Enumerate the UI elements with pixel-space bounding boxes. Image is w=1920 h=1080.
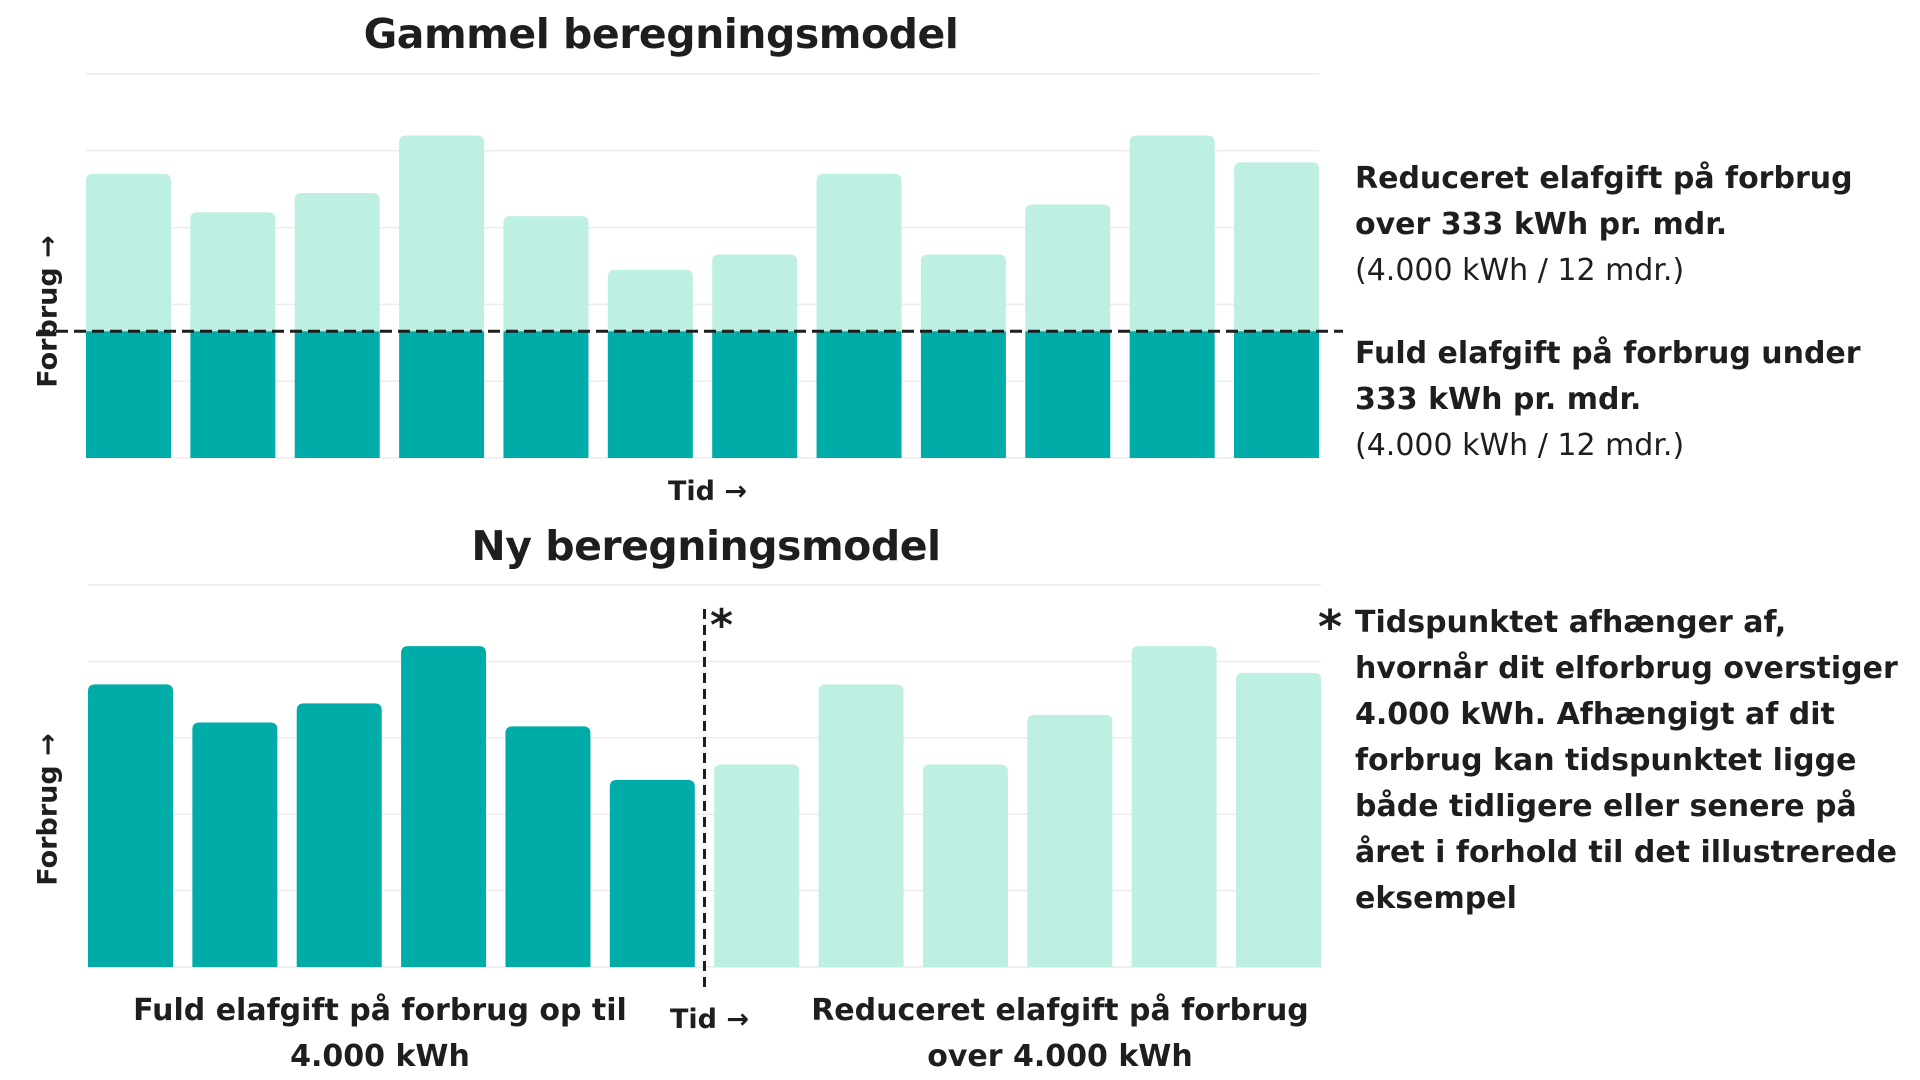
new-model-bar-9 [922,764,1008,967]
old-model-bar-12-below-threshold [1234,331,1319,458]
old-model-bar-2-above-threshold [190,212,276,332]
new-model-bar-3 [296,703,382,967]
old-model-bar-3-below-threshold [294,331,380,458]
new-model-bar-12 [1236,672,1321,967]
old-model-bar-10-below-threshold [1025,331,1111,458]
old-model-bar-4-below-threshold [399,331,485,458]
old-model-bar-9-above-threshold [920,254,1006,332]
x-axis-label-old-model: Tid → [668,476,748,507]
old-model-bar-11-above-threshold [1129,135,1215,332]
old-model-bar-7-below-threshold [712,331,798,458]
new-model-bar-10 [1027,714,1113,967]
old-model-bar-8-above-threshold [816,173,902,332]
old-model-bar-6-above-threshold [607,269,693,332]
new-model-bar-6 [609,779,695,967]
new-model-bar-4 [401,646,487,967]
new-model-bar-8 [818,684,904,967]
old-model-bar-4-above-threshold [399,135,485,332]
legend-full-note: (4.000 kWh / 12 mdr.) [1355,428,1685,463]
split-marker-asterisk: * [710,600,734,651]
region-label-reduced-tax: Reduceret elafgift på forbrug over 4.000… [811,993,1309,1074]
new-model-bar-2 [192,722,278,967]
bars-new-model [88,646,1321,967]
old-model-bar-7-above-threshold [712,254,798,332]
gridlines-old-model [86,73,1319,459]
legend-full-label: Fuld elafgift på forbrug under 333 kWh p… [1355,336,1861,417]
legend-reduced-label: Reduceret elafgift på forbrug over 333 k… [1355,161,1853,242]
old-model-bar-5-below-threshold [503,331,589,458]
new-model-bar-11 [1131,646,1217,967]
x-axis-label-new-model: Tid → [670,1004,750,1035]
new-model-bar-7 [714,764,800,967]
new-model-bar-5 [505,726,591,967]
old-model-bar-8-below-threshold [816,331,902,458]
old-model-bar-12-above-threshold [1234,162,1319,332]
old-model-bar-3-above-threshold [294,193,380,332]
bars-old-model [86,135,1319,458]
legend-reduced-note: (4.000 kWh / 12 mdr.) [1355,253,1685,288]
old-model-bar-1-above-threshold [86,173,171,332]
old-model-bar-5-above-threshold [503,216,589,332]
reference-lines [38,329,1343,987]
old-model-bar-1-below-threshold [86,331,171,458]
old-model-bar-2-below-threshold [190,331,276,458]
chart-title-old-model: Gammel beregningsmodel [363,10,959,58]
chart-title-new-model: Ny beregningsmodel [471,522,941,570]
footnote-text: Tidspunktet afhænger af, hvornår dit elf… [1355,605,1898,916]
old-model-bar-9-below-threshold [920,331,1006,458]
new-model-bar-1 [88,684,173,967]
old-model-bar-6-below-threshold [607,331,693,458]
region-label-full-tax: Fuld elafgift på forbrug op til 4.000 kW… [133,993,627,1074]
old-model-bar-10-above-threshold [1025,204,1111,332]
legend-full-tax: Fuld elafgift på forbrug under 333 kWh p… [1355,331,1915,469]
footnote-asterisk: * [1318,600,1343,654]
old-model-bar-11-below-threshold [1129,331,1215,458]
legend-reduced-tax: Reduceret elafgift på forbrug over 333 k… [1355,156,1915,294]
